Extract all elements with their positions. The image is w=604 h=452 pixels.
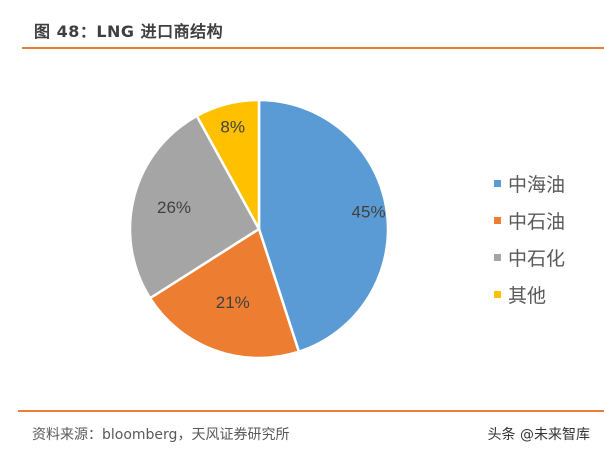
pie-slice <box>148 227 301 360</box>
source-note: 资料来源：bloomberg，天风证券研究所 <box>32 427 290 443</box>
pie-slice <box>128 114 261 300</box>
slice-label: 26% <box>157 198 191 217</box>
footer-divider <box>18 410 604 412</box>
legend-item-other: 其他 <box>494 276 565 313</box>
legend-swatch <box>494 217 501 224</box>
slice-label: 45% <box>352 203 386 222</box>
slice-label: 8% <box>220 118 245 137</box>
legend-label: 中石油 <box>508 211 566 233</box>
watermark: 头条 @未来智库 <box>487 427 590 443</box>
chart-title: 图 48：LNG 进口商结构 <box>34 22 224 41</box>
legend-label: 其他 <box>508 285 547 307</box>
title-divider <box>22 47 604 49</box>
legend-label: 中石化 <box>508 248 566 270</box>
pie-slice <box>195 98 261 230</box>
legend-swatch <box>494 291 501 298</box>
legend-label: 中海油 <box>508 174 566 196</box>
legend-item-cnpc: 中石油 <box>494 202 565 239</box>
legend-item-cnooc: 中海油 <box>494 165 565 202</box>
legend-swatch <box>494 254 501 261</box>
legend-swatch <box>494 180 501 187</box>
slice-label: 21% <box>216 293 250 312</box>
pie-slice <box>257 98 390 354</box>
chart-legend: 中海油 中石油 中石化 其他 <box>494 165 565 313</box>
legend-item-sinopec: 中石化 <box>494 239 565 276</box>
